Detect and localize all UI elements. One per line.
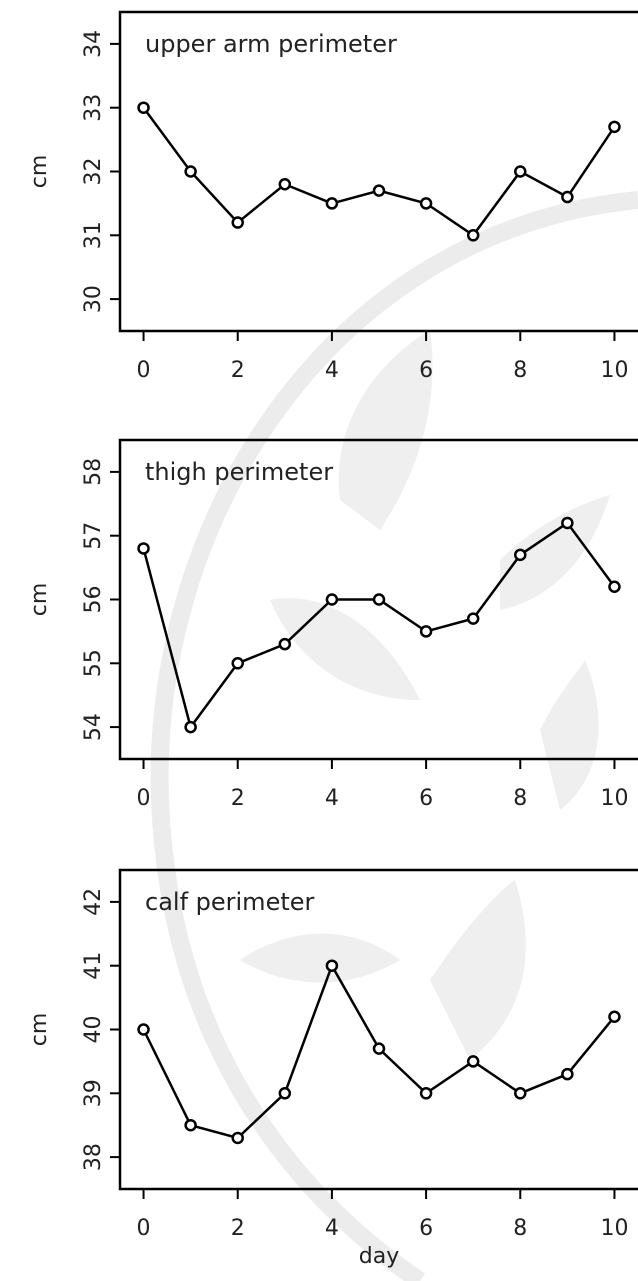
y-tick-label: 32 [81,158,106,186]
y-tick-label: 58 [81,458,106,486]
y-axis-label: cm [27,155,52,189]
x-tick-label: 6 [419,358,433,383]
watermark-leaf [540,660,599,810]
x-tick-label: 10 [600,1216,628,1241]
data-point [421,198,431,208]
x-tick-label: 0 [137,1216,151,1241]
y-tick-label: 55 [81,649,106,677]
panel-title: thigh perimeter [145,458,333,486]
data-point [374,595,384,605]
x-tick-label: 8 [513,786,527,811]
y-tick-label: 34 [81,30,106,58]
data-point [562,192,572,202]
data-point [280,179,290,189]
data-point [186,722,196,732]
x-tick-label: 8 [513,1216,527,1241]
x-axis-label: day [359,1244,399,1269]
data-point [515,167,525,177]
y-tick-label: 56 [81,586,106,614]
x-tick-label: 4 [325,786,339,811]
data-point [421,1088,431,1098]
x-tick-label: 4 [325,358,339,383]
y-tick-label: 31 [81,221,106,249]
data-point [515,1088,525,1098]
y-tick-label: 41 [81,952,106,980]
data-point [327,961,337,971]
data-point [562,1069,572,1079]
x-tick-label: 4 [325,1216,339,1241]
data-point [374,186,384,196]
data-point [609,122,619,132]
y-tick-label: 30 [81,285,106,313]
data-point [468,230,478,240]
y-tick-label: 38 [81,1143,106,1171]
y-tick-label: 39 [81,1079,106,1107]
data-point [186,1120,196,1130]
watermark-leaf [240,934,400,983]
data-point [139,103,149,113]
y-axis-label: cm [27,1013,52,1047]
x-tick-label: 2 [231,1216,245,1241]
y-tick-label: 33 [81,94,106,122]
x-tick-label: 6 [419,786,433,811]
data-point [515,550,525,560]
data-point [139,1025,149,1035]
y-tick-label: 57 [81,522,106,550]
y-tick-label: 40 [81,1016,106,1044]
data-point [233,658,243,668]
data-point [186,167,196,177]
data-point [280,1088,290,1098]
data-point [139,543,149,553]
data-point [233,1133,243,1143]
y-tick-label: 54 [81,713,106,741]
data-point [327,198,337,208]
plot-frame [120,870,638,1189]
x-tick-label: 0 [137,786,151,811]
y-axis-label: cm [27,583,52,617]
x-tick-label: 2 [231,358,245,383]
data-point [609,1012,619,1022]
x-tick-label: 10 [600,358,628,383]
figure: 30 31 32 33 34 0 2 4 6 8 10 upper arm perimeter cm 54… [0,0,638,1281]
data-point [280,639,290,649]
x-tick-label: 2 [231,786,245,811]
x-tick-label: 10 [600,786,628,811]
data-point [468,1056,478,1066]
panel-title: calf perimeter [145,888,315,916]
data-point [327,595,337,605]
x-tick-label: 0 [137,358,151,383]
data-point [374,1044,384,1054]
data-point [468,614,478,624]
watermark-leaf [430,880,526,1060]
plot-frame [120,12,638,331]
data-point [609,582,619,592]
data-point [562,518,572,528]
x-tick-label: 6 [419,1216,433,1241]
x-tick-label: 8 [513,358,527,383]
data-point [233,218,243,228]
panel-title: upper arm perimeter [145,30,397,58]
data-point [421,626,431,636]
y-tick-label: 42 [81,888,106,916]
